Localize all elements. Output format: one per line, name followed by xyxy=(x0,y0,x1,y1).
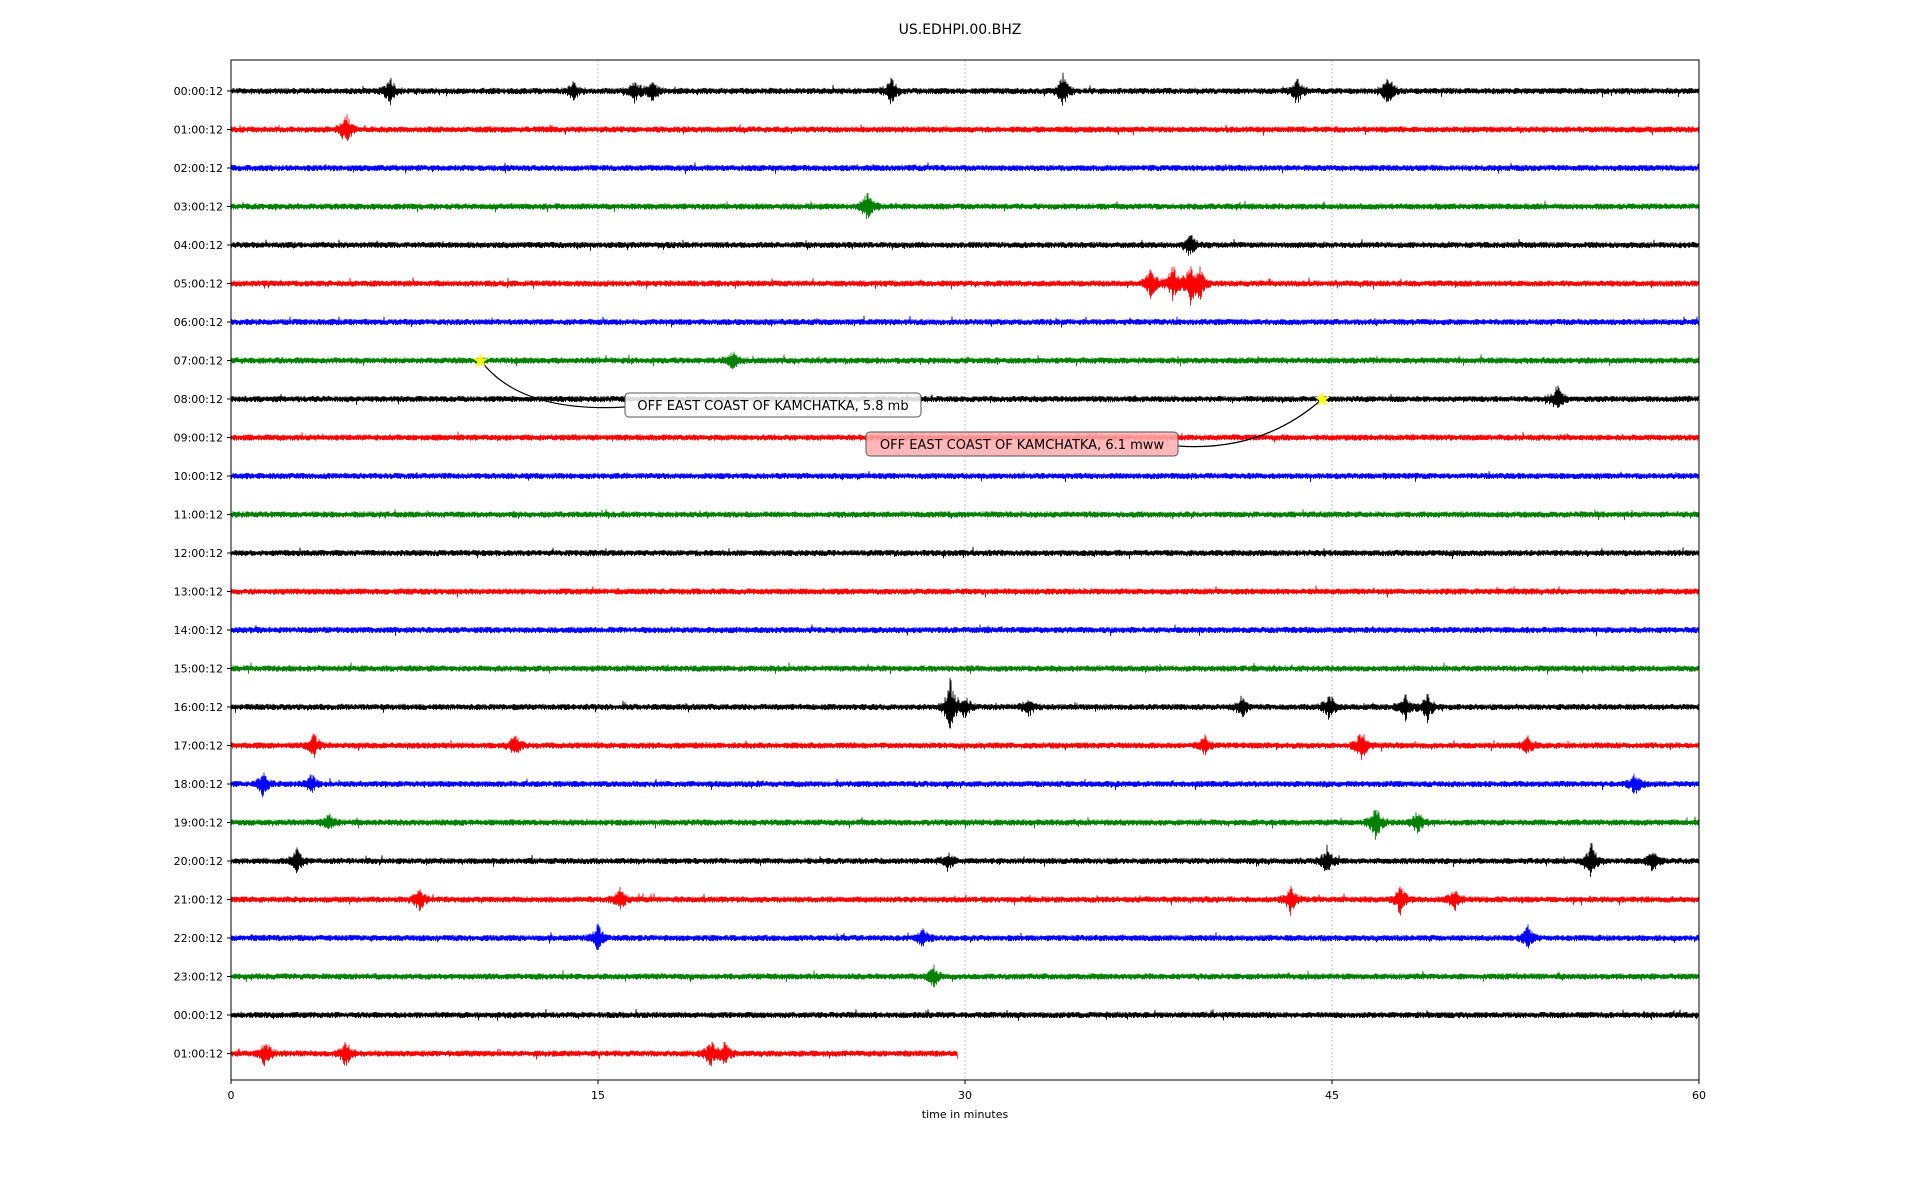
trace-line-25 xyxy=(230,1041,958,1067)
annotation-connector xyxy=(1177,398,1323,448)
y-tick-label: 12:00:12 xyxy=(174,547,223,560)
trace-line-17 xyxy=(230,733,1700,761)
x-tick-label: 30 xyxy=(958,1089,972,1102)
annotation-box xyxy=(624,392,922,418)
y-tick-label: 01:00:12 xyxy=(174,1048,223,1061)
y-tick-label: 06:00:12 xyxy=(174,316,223,329)
trace-line-6 xyxy=(230,315,1700,328)
trace-line-2 xyxy=(230,162,1700,175)
chart-title: US.EDHPI.00.BHZ xyxy=(898,22,1022,38)
trace-line-1 xyxy=(230,114,1700,142)
y-tick-label: 08:00:12 xyxy=(174,393,223,406)
y-tick-label: 01:00:12 xyxy=(174,124,223,137)
x-tick-label: 60 xyxy=(1692,1089,1706,1102)
y-tick-label: 22:00:12 xyxy=(174,932,223,945)
trace-line-23 xyxy=(230,964,1700,988)
y-tick-label: 02:00:12 xyxy=(174,162,223,175)
trace-line-8 xyxy=(230,385,1700,408)
y-tick-label: 23:00:12 xyxy=(174,971,223,984)
x-tick-label: 0 xyxy=(228,1089,235,1102)
y-tick-label: 04:00:12 xyxy=(174,239,223,252)
x-tick-label: 15 xyxy=(591,1089,605,1102)
trace-line-11 xyxy=(230,509,1700,521)
y-tick-label: 17:00:12 xyxy=(174,740,223,753)
x-axis-label: time in minutes xyxy=(922,1108,1009,1121)
trace-line-15 xyxy=(230,662,1700,675)
trace-line-13 xyxy=(230,585,1700,598)
y-tick-label: 03:00:12 xyxy=(174,201,223,214)
trace-line-0 xyxy=(230,72,1700,106)
y-tick-label: 15:00:12 xyxy=(174,663,223,676)
x-tick-label: 45 xyxy=(1325,1089,1339,1102)
y-tick-label: 07:00:12 xyxy=(174,355,223,368)
y-tick-label: 13:00:12 xyxy=(174,586,223,599)
y-tick-label: 21:00:12 xyxy=(174,894,223,907)
y-tick-label: 10:00:12 xyxy=(174,470,223,483)
y-tick-label: 18:00:12 xyxy=(174,778,223,791)
trace-line-5 xyxy=(230,266,1700,306)
trace-line-19 xyxy=(230,809,1700,840)
trace-line-22 xyxy=(230,923,1700,951)
annotation-connector xyxy=(480,360,626,409)
trace-line-14 xyxy=(230,624,1700,637)
trace-line-10 xyxy=(230,471,1700,483)
y-tick-label: 00:00:12 xyxy=(174,1009,223,1022)
y-tick-label: 00:00:12 xyxy=(174,85,223,98)
trace-line-3 xyxy=(230,192,1700,220)
y-tick-label: 14:00:12 xyxy=(174,624,223,637)
y-tick-label: 16:00:12 xyxy=(174,701,223,714)
trace-line-21 xyxy=(230,885,1700,916)
event-star-icon: ★ xyxy=(1313,387,1331,411)
y-tick-label: 19:00:12 xyxy=(174,817,223,830)
trace-line-20 xyxy=(230,842,1700,878)
trace-line-12 xyxy=(230,546,1700,560)
trace-line-18 xyxy=(230,772,1700,798)
y-tick-label: 09:00:12 xyxy=(174,432,223,445)
y-tick-label: 20:00:12 xyxy=(174,855,223,868)
y-tick-label: 11:00:12 xyxy=(174,509,223,522)
y-tick-label: 05:00:12 xyxy=(174,278,223,291)
trace-line-4 xyxy=(230,234,1700,256)
annotation-label: OFF EAST COAST OF KAMCHATKA, 5.8 mb xyxy=(637,399,908,414)
annotation-label: OFF EAST COAST OF KAMCHATKA, 6.1 mww xyxy=(880,438,1165,453)
trace-line-7 xyxy=(230,351,1700,370)
annotation-box xyxy=(865,431,1179,457)
event-star-icon: ★ xyxy=(472,349,490,373)
trace-line-24 xyxy=(230,1008,1700,1021)
trace-line-16 xyxy=(230,677,1700,729)
